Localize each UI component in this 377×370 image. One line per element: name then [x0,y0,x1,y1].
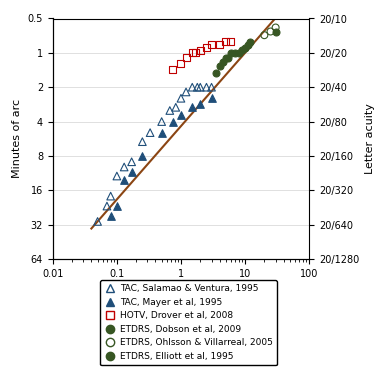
TAC, Salamao & Ventura, 1995 [194,84,200,90]
TAC, Mayer et al, 1995 [208,95,215,101]
ETDRS, Elliott et al, 1995 [273,28,279,34]
TAC, Salamao & Ventura, 1995 [139,139,146,145]
HOTV, Drover et al, 2008 [228,39,234,45]
TAC, Mayer et al, 1995 [139,153,146,159]
ETDRS, Dobson et al, 2009 [223,55,229,61]
HOTV, Drover et al, 2008 [178,61,184,67]
TAC, Mayer et al, 1995 [108,213,114,219]
HOTV, Drover et al, 2008 [193,50,199,56]
ETDRS, Dobson et al, 2009 [225,55,231,61]
TAC, Salamao & Ventura, 1995 [183,89,189,95]
ETDRS, Ohlsson & Villarreal, 2005 [273,24,279,30]
TAC, Salamao & Ventura, 1995 [104,203,110,209]
TAC, Mayer et al, 1995 [178,112,184,118]
Y-axis label: Letter acuity: Letter acuity [365,103,375,174]
ETDRS, Dobson et al, 2009 [242,45,248,51]
TAC, Mayer et al, 1995 [170,119,176,125]
ETDRS, Dobson et al, 2009 [213,70,219,76]
X-axis label: Age (years): Age (years) [149,284,213,294]
TAC, Salamao & Ventura, 1995 [95,218,101,224]
HOTV, Drover et al, 2008 [183,55,189,61]
TAC, Mayer et al, 1995 [197,101,203,107]
ETDRS, Dobson et al, 2009 [236,50,242,56]
ETDRS, Ohlsson & Villarreal, 2005 [268,28,274,34]
HOTV, Drover et al, 2008 [204,45,210,51]
ETDRS, Dobson et al, 2009 [220,59,226,65]
TAC, Salamao & Ventura, 1995 [197,84,203,90]
TAC, Salamao & Ventura, 1995 [167,108,173,114]
TAC, Mayer et al, 1995 [114,203,120,209]
HOTV, Drover et al, 2008 [216,42,222,48]
TAC, Salamao & Ventura, 1995 [114,173,120,179]
HOTV, Drover et al, 2008 [223,39,229,45]
HOTV, Drover et al, 2008 [170,67,176,73]
TAC, Mayer et al, 1995 [121,177,127,183]
ETDRS, Dobson et al, 2009 [216,63,222,69]
HOTV, Drover et al, 2008 [208,42,215,48]
TAC, Mayer et al, 1995 [189,104,195,110]
HOTV, Drover et al, 2008 [197,47,203,53]
TAC, Salamao & Ventura, 1995 [159,119,165,125]
HOTV, Drover et al, 2008 [189,50,195,56]
TAC, Salamao & Ventura, 1995 [208,84,215,90]
ETDRS, Ohlsson & Villarreal, 2005 [261,32,267,38]
TAC, Salamao & Ventura, 1995 [189,84,195,90]
TAC, Salamao & Ventura, 1995 [178,95,184,101]
Legend: TAC, Salamao & Ventura, 1995, TAC, Mayer et al, 1995, HOTV, Drover et al, 2008, : TAC, Salamao & Ventura, 1995, TAC, Mayer… [100,280,277,366]
ETDRS, Dobson et al, 2009 [239,47,245,53]
ETDRS, Dobson et al, 2009 [247,39,253,45]
TAC, Salamao & Ventura, 1995 [204,84,210,90]
ETDRS, Dobson et al, 2009 [245,42,251,48]
TAC, Salamao & Ventura, 1995 [121,164,127,170]
ETDRS, Dobson et al, 2009 [228,50,234,56]
TAC, Mayer et al, 1995 [129,169,135,175]
TAC, Salamao & Ventura, 1995 [147,130,153,135]
TAC, Mayer et al, 1995 [159,130,165,135]
Y-axis label: Minutes of arc: Minutes of arc [12,99,22,178]
TAC, Salamao & Ventura, 1995 [129,159,135,165]
TAC, Salamao & Ventura, 1995 [173,104,179,110]
ETDRS, Dobson et al, 2009 [232,50,238,56]
TAC, Salamao & Ventura, 1995 [108,193,114,199]
